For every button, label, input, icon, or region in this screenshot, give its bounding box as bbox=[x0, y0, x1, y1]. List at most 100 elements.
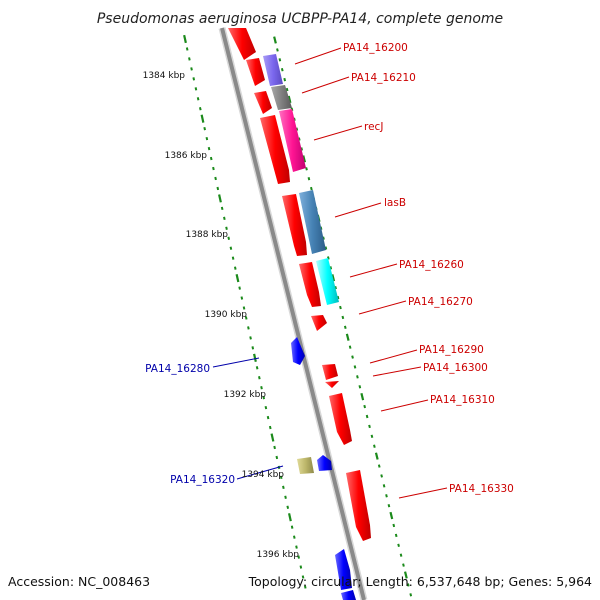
gene-labels: PA14_16200 PA14_16210 recJ lasB PA14_162… bbox=[145, 42, 514, 495]
kbp-label-1394: 1394 kbp bbox=[242, 470, 285, 480]
kbp-label-1390: 1390 kbp bbox=[205, 310, 248, 320]
minor-tick bbox=[409, 593, 413, 597]
minor-tick bbox=[275, 455, 279, 460]
gene-feature[interactable] bbox=[311, 315, 327, 331]
minor-tick bbox=[223, 216, 226, 221]
gene-pa14-16280[interactable] bbox=[291, 337, 305, 365]
minor-tick bbox=[334, 286, 337, 290]
callout-pa14-16320 bbox=[236, 465, 284, 480]
minor-tick bbox=[258, 376, 261, 380]
kbp-label-1384: 1384 kbp bbox=[143, 71, 186, 81]
kbp-label-1392: 1392 kbp bbox=[224, 390, 267, 400]
gene-feature[interactable] bbox=[346, 470, 371, 541]
gene-label-recj[interactable]: recJ bbox=[364, 121, 383, 133]
callout-recj bbox=[313, 125, 363, 141]
gene-feature[interactable] bbox=[282, 194, 307, 256]
gene-label-pa14-16320[interactable]: PA14_16320 bbox=[170, 474, 235, 486]
gene-label-lasb[interactable]: lasB bbox=[384, 197, 406, 209]
major-tick bbox=[345, 333, 350, 341]
minor-tick bbox=[307, 177, 311, 181]
gene-label-pa14-16260[interactable]: PA14_16260 bbox=[399, 259, 464, 271]
callout-pa14-16300 bbox=[372, 366, 422, 377]
gene-label-pa14-16270[interactable]: PA14_16270 bbox=[408, 296, 473, 308]
gene-pa14-16210[interactable] bbox=[271, 85, 292, 110]
minor-tick bbox=[262, 395, 265, 400]
major-tick bbox=[389, 511, 394, 520]
minor-tick bbox=[299, 565, 303, 569]
minor-tick bbox=[368, 424, 371, 429]
gene-feature-reverse[interactable] bbox=[335, 549, 352, 590]
minor-tick bbox=[273, 445, 276, 450]
minor-tick bbox=[348, 345, 352, 349]
minor-tick bbox=[285, 87, 289, 92]
minor-tick bbox=[351, 355, 354, 359]
minor-tick bbox=[194, 87, 198, 91]
minor-tick bbox=[373, 444, 376, 448]
gene-feature-reverse[interactable] bbox=[341, 590, 356, 600]
callout-pa14-16330 bbox=[398, 487, 448, 499]
minor-tick bbox=[385, 494, 388, 498]
gene-feature[interactable] bbox=[260, 115, 290, 184]
gene-feature[interactable] bbox=[329, 393, 352, 445]
gene-label-pa14-16330[interactable]: PA14_16330 bbox=[449, 483, 514, 495]
minor-tick bbox=[247, 326, 250, 330]
gene-feature-reverse[interactable] bbox=[317, 455, 332, 471]
genome-backbone-line bbox=[220, 27, 366, 600]
minor-tick bbox=[305, 167, 308, 171]
minor-tick bbox=[363, 404, 367, 409]
minor-tick bbox=[216, 186, 220, 191]
gene-feature[interactable] bbox=[325, 381, 339, 388]
gene-recj[interactable] bbox=[279, 109, 306, 172]
gene-label-pa14-16290[interactable]: PA14_16290 bbox=[419, 344, 484, 356]
gene-label-pa14-16200[interactable]: PA14_16200 bbox=[343, 42, 408, 54]
minor-tick bbox=[276, 48, 279, 52]
callout-pa14-16200 bbox=[294, 47, 342, 65]
minor-tick bbox=[284, 495, 287, 499]
minor-tick bbox=[207, 146, 211, 151]
gene-label-pa14-16280[interactable]: PA14_16280 bbox=[145, 363, 210, 375]
gene-label-pa14-16300[interactable]: PA14_16300 bbox=[423, 362, 488, 374]
gene-lasb[interactable] bbox=[299, 190, 326, 254]
kbp-label-1396: 1396 kbp bbox=[257, 550, 300, 560]
minor-tick bbox=[297, 555, 300, 559]
gene-feature[interactable] bbox=[228, 28, 256, 60]
gene-pa14-16320[interactable] bbox=[297, 457, 314, 474]
minor-tick bbox=[227, 236, 231, 240]
gene-callout-lines bbox=[212, 47, 448, 499]
major-tick bbox=[360, 393, 365, 401]
gene-feature[interactable] bbox=[299, 262, 321, 307]
minor-tick bbox=[280, 68, 284, 72]
minor-tick bbox=[260, 386, 263, 390]
gene-features bbox=[228, 28, 371, 600]
minor-tick bbox=[283, 77, 287, 82]
major-tick bbox=[235, 273, 240, 283]
gene-feature[interactable] bbox=[254, 91, 272, 114]
minor-tick bbox=[399, 553, 403, 557]
callout-pa14-16280 bbox=[212, 357, 260, 368]
gene-feature[interactable] bbox=[322, 364, 338, 380]
minor-tick bbox=[397, 543, 400, 547]
callout-pa14-16210 bbox=[301, 76, 350, 94]
minor-tick bbox=[300, 147, 303, 151]
gene-feature[interactable] bbox=[246, 58, 265, 86]
major-tick bbox=[183, 34, 187, 44]
minor-tick bbox=[297, 137, 301, 141]
minor-tick bbox=[278, 58, 282, 62]
gene-label-pa14-16210[interactable]: PA14_16210 bbox=[351, 72, 416, 84]
minor-tick bbox=[295, 127, 299, 131]
gene-pa14-16200[interactable] bbox=[263, 54, 283, 86]
minor-tick bbox=[301, 575, 305, 579]
gene-label-pa14-16310[interactable]: PA14_16310 bbox=[430, 394, 495, 406]
callout-lasb bbox=[334, 202, 382, 218]
minor-tick bbox=[231, 256, 235, 260]
major-tick bbox=[403, 571, 408, 579]
callout-pa14-16260 bbox=[349, 263, 398, 278]
major-tick bbox=[302, 155, 306, 163]
minor-tick bbox=[225, 226, 228, 230]
minor-tick bbox=[242, 306, 246, 310]
minor-tick bbox=[329, 266, 333, 270]
gene-pa14-16260[interactable] bbox=[316, 258, 339, 305]
minor-tick bbox=[286, 505, 290, 509]
minor-tick bbox=[192, 77, 196, 81]
